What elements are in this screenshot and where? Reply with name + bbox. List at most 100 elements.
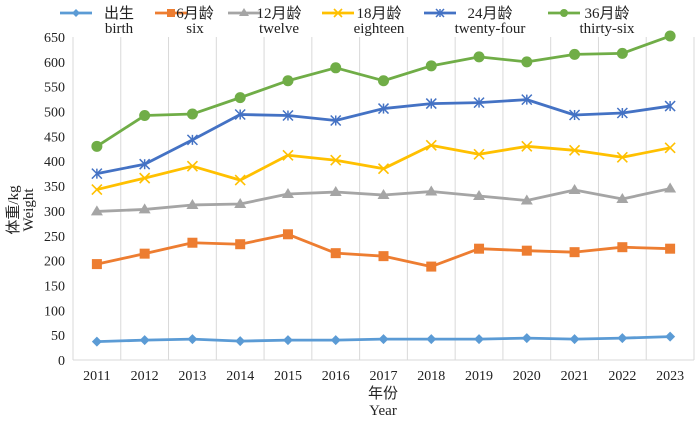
data-point: [521, 245, 532, 256]
data-point: [330, 154, 342, 166]
data-point: [139, 248, 150, 259]
data-point: [234, 174, 246, 186]
data-point: [235, 336, 246, 347]
data-point: [186, 160, 198, 172]
data-point: [234, 92, 246, 104]
data-point: [186, 134, 198, 146]
data-point: [186, 108, 198, 120]
y-tick-label: 250: [44, 230, 65, 245]
y-tick-label: 0: [58, 354, 65, 369]
legend-label: 12月龄: [256, 5, 301, 22]
legend-label: 18月龄: [356, 5, 401, 22]
data-point: [377, 103, 390, 115]
data-point: [664, 142, 676, 154]
data-point: [425, 98, 437, 110]
data-point: [521, 94, 533, 106]
y-tick-label: 350: [44, 180, 65, 195]
data-point: [91, 168, 103, 180]
y-tick-label: 150: [44, 279, 65, 294]
series-six: [91, 229, 676, 272]
x-tick-label: 2013: [178, 369, 206, 384]
data-point: [90, 205, 103, 216]
data-point: [425, 185, 438, 196]
x-axis-ticks: 2011 2012 2013 2014 2015 2016 2017 2018 2019 2020…: [83, 369, 684, 384]
series-eighteen: [91, 139, 676, 196]
data-point: [330, 335, 341, 346]
y-tick-label: 50: [51, 329, 65, 344]
data-point: [234, 197, 247, 208]
y-axis-title-en: Weight: [21, 188, 37, 232]
data-point: [282, 229, 293, 240]
x-tick-label: 2023: [656, 369, 684, 384]
x-marker-stroke: [616, 151, 628, 163]
data-point: [521, 333, 532, 344]
x-tick-label: 2015: [274, 369, 302, 384]
y-tick-label: 200: [44, 255, 65, 270]
x-axis-title: 年份: [368, 385, 398, 402]
data-point: [664, 100, 676, 112]
data-point: [616, 107, 628, 119]
y-tick-label: 300: [44, 205, 65, 220]
series-thirty-six: [91, 30, 676, 152]
data-point: [330, 62, 342, 74]
data-point: [568, 184, 581, 195]
y-tick-label: 650: [44, 31, 65, 46]
x-marker-stroke: [282, 149, 294, 161]
x-tick-label: 2019: [465, 369, 493, 384]
x-marker-stroke: [91, 183, 103, 196]
data-point: [569, 247, 580, 258]
series-line: [96, 232, 671, 268]
data-point: [186, 198, 199, 209]
data-point: [426, 334, 437, 345]
data-point: [378, 334, 389, 345]
series-birth: [91, 331, 676, 347]
data-point: [569, 48, 581, 60]
data-point: [282, 149, 294, 161]
data-point: [139, 335, 150, 346]
data-point: [91, 183, 103, 196]
data-point: [139, 110, 151, 122]
legend-label-en: twelve: [259, 21, 299, 37]
x-tick-label: 2014: [226, 369, 254, 384]
series-twelve: [90, 182, 677, 216]
x-tick-label: 2012: [131, 369, 159, 384]
y-tick-label: 400: [44, 155, 65, 170]
legend-label-en: eighteen: [354, 21, 405, 37]
data-point: [474, 243, 485, 254]
x-tick-label: 2020: [513, 369, 541, 384]
data-point: [187, 334, 198, 345]
data-point: [330, 248, 341, 259]
square-marker: [167, 9, 175, 17]
circle-marker: [560, 9, 568, 17]
x-marker: [333, 8, 343, 18]
x-tick-label: 2021: [561, 369, 589, 384]
data-point: [282, 335, 293, 346]
legend: 出生birth6月龄six12月龄twelve18月龄eighteen24月龄t…: [60, 5, 635, 37]
diamond-marker: [72, 9, 80, 17]
data-point: [569, 334, 580, 345]
y-tick-label: 550: [44, 81, 65, 96]
y-tick-label: 500: [44, 106, 65, 121]
triangle-marker: [239, 8, 249, 16]
data-point: [281, 188, 294, 199]
y-tick-label: 450: [44, 130, 65, 145]
x-marker-stroke: [425, 139, 437, 151]
data-point: [138, 203, 151, 214]
data-point: [665, 243, 676, 254]
data-point: [234, 108, 246, 121]
data-point: [378, 75, 389, 87]
data-point: [91, 140, 103, 152]
legend-label: 6月龄: [176, 5, 214, 22]
data-point: [569, 109, 581, 121]
data-point: [282, 109, 294, 122]
x-tick-label: 2022: [608, 369, 636, 384]
x-tick-label: 2011: [83, 369, 110, 384]
x-marker-stroke: [234, 174, 246, 186]
legend-label: 36月龄: [584, 5, 629, 22]
y-tick-label: 100: [44, 304, 65, 319]
x-marker-stroke: [473, 148, 485, 160]
